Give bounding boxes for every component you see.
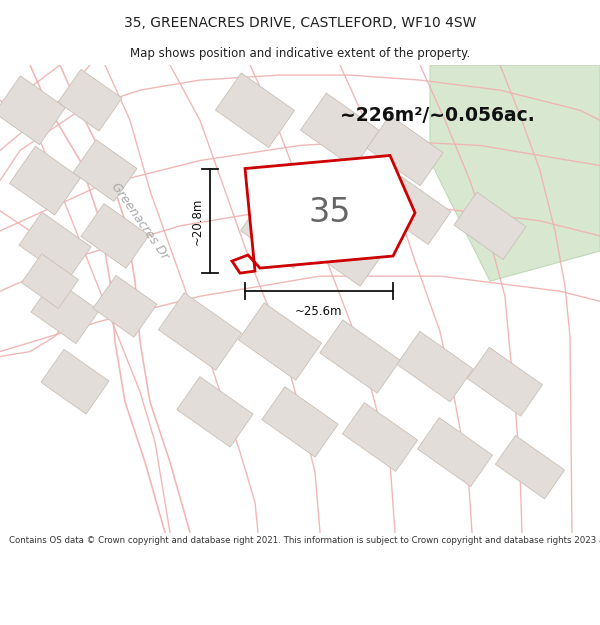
Polygon shape bbox=[238, 302, 322, 380]
Polygon shape bbox=[41, 349, 109, 414]
Text: Greenacres Dr: Greenacres Dr bbox=[109, 180, 172, 262]
Polygon shape bbox=[232, 156, 415, 273]
Text: 35: 35 bbox=[309, 196, 351, 229]
Polygon shape bbox=[367, 115, 443, 186]
Polygon shape bbox=[158, 292, 242, 370]
Polygon shape bbox=[58, 69, 122, 131]
Text: Contains OS data © Crown copyright and database right 2021. This information is : Contains OS data © Crown copyright and d… bbox=[9, 536, 600, 545]
Polygon shape bbox=[177, 377, 253, 447]
Polygon shape bbox=[262, 387, 338, 457]
Polygon shape bbox=[31, 279, 99, 344]
Text: ~25.6m: ~25.6m bbox=[295, 305, 343, 318]
Text: 35, GREENACRES DRIVE, CASTLEFORD, WF10 4SW: 35, GREENACRES DRIVE, CASTLEFORD, WF10 4… bbox=[124, 16, 476, 31]
Polygon shape bbox=[418, 418, 493, 486]
Polygon shape bbox=[454, 192, 526, 259]
Polygon shape bbox=[73, 139, 137, 201]
Text: Map shows position and indicative extent of the property.: Map shows position and indicative extent… bbox=[130, 48, 470, 60]
Polygon shape bbox=[81, 204, 149, 268]
Polygon shape bbox=[241, 194, 320, 268]
Text: ~226m²/~0.056ac.: ~226m²/~0.056ac. bbox=[340, 106, 535, 125]
Text: ~20.8m: ~20.8m bbox=[191, 197, 204, 244]
Polygon shape bbox=[496, 436, 565, 499]
Polygon shape bbox=[301, 93, 380, 168]
Polygon shape bbox=[307, 216, 383, 286]
Polygon shape bbox=[397, 331, 473, 402]
Polygon shape bbox=[320, 320, 400, 393]
Polygon shape bbox=[467, 348, 542, 416]
Polygon shape bbox=[215, 73, 295, 148]
Polygon shape bbox=[343, 402, 418, 471]
Polygon shape bbox=[0, 76, 65, 144]
Polygon shape bbox=[10, 146, 80, 215]
Polygon shape bbox=[22, 254, 79, 309]
Polygon shape bbox=[379, 177, 451, 244]
Polygon shape bbox=[19, 213, 91, 280]
Polygon shape bbox=[93, 276, 157, 337]
Polygon shape bbox=[430, 65, 600, 281]
